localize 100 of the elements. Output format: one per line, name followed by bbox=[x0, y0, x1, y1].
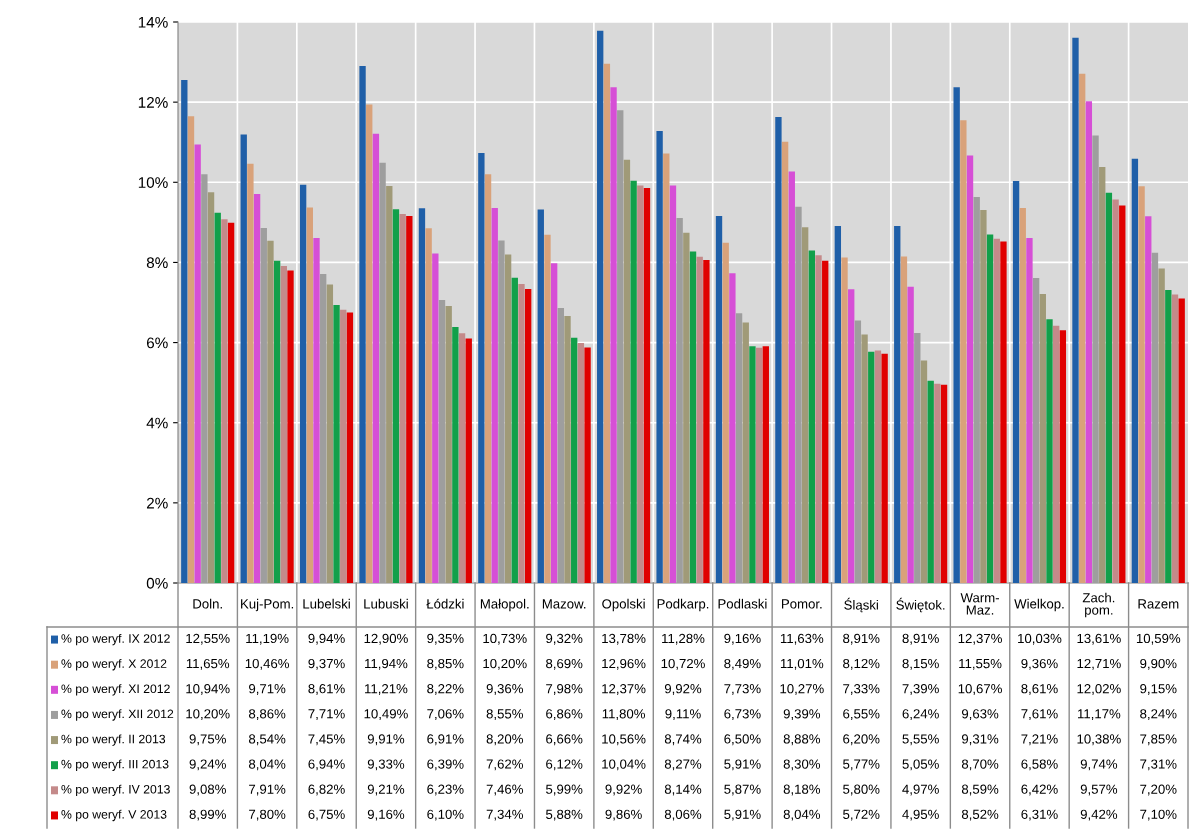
bar bbox=[498, 240, 505, 583]
bar bbox=[907, 286, 914, 583]
bar bbox=[1099, 167, 1106, 583]
data-label: 12,71% bbox=[1077, 658, 1121, 670]
data-label: 7,85% bbox=[1140, 734, 1177, 746]
bar bbox=[841, 257, 848, 583]
bar bbox=[656, 130, 663, 583]
bar bbox=[564, 316, 571, 583]
data-label: 9,33% bbox=[367, 759, 405, 771]
y-tick-label: 10% bbox=[138, 177, 168, 188]
bar bbox=[313, 237, 320, 583]
data-label: 9,92% bbox=[605, 784, 642, 796]
bar bbox=[240, 134, 247, 583]
data-label: 5,80% bbox=[843, 784, 880, 796]
data-label: 11,80% bbox=[602, 709, 646, 721]
data-label: 8,59% bbox=[961, 784, 999, 796]
bar bbox=[207, 192, 215, 583]
data-label: 6,91% bbox=[427, 734, 464, 746]
data-label: 9,71% bbox=[249, 684, 286, 695]
data-label: 9,16% bbox=[367, 809, 405, 821]
data-label: 7,06% bbox=[427, 709, 464, 721]
data-label: 11,01% bbox=[780, 658, 824, 670]
bar bbox=[966, 155, 974, 583]
data-label: 9,86% bbox=[605, 809, 642, 821]
data-label: 8,70% bbox=[961, 759, 999, 771]
bar bbox=[340, 309, 347, 583]
data-label: 9,57% bbox=[1080, 784, 1118, 796]
bar bbox=[1000, 241, 1007, 583]
data-label: 7,39% bbox=[902, 684, 939, 695]
bar bbox=[993, 238, 1000, 583]
bar bbox=[927, 380, 934, 583]
bar bbox=[1092, 135, 1099, 583]
bar bbox=[425, 228, 432, 583]
y-tick-label: 2% bbox=[146, 497, 168, 509]
data-label: 5,91% bbox=[724, 759, 761, 771]
bar bbox=[366, 104, 373, 583]
bar bbox=[973, 197, 980, 583]
bar bbox=[491, 207, 498, 583]
bar bbox=[273, 260, 281, 583]
bar bbox=[359, 66, 366, 583]
x-tick-label: Opolski bbox=[602, 598, 645, 612]
bar bbox=[550, 263, 558, 583]
legend-label: % po weryf. IX 2012 bbox=[61, 633, 170, 646]
bar bbox=[854, 320, 862, 583]
bar bbox=[1105, 192, 1113, 583]
data-label: 9,75% bbox=[189, 734, 226, 746]
y-tick-label: 8% bbox=[146, 257, 168, 269]
data-label: 9,21% bbox=[367, 784, 405, 796]
bar bbox=[781, 141, 789, 583]
data-label: 6,82% bbox=[308, 784, 345, 796]
data-label: 8,30% bbox=[783, 759, 821, 771]
bar bbox=[696, 256, 703, 583]
data-label: 11,94% bbox=[365, 658, 408, 670]
bar bbox=[834, 225, 842, 583]
bar bbox=[194, 144, 201, 583]
data-label: 8,52% bbox=[961, 809, 999, 821]
data-label: 6,73% bbox=[724, 709, 761, 721]
x-tick-label: Łódzki bbox=[426, 598, 464, 609]
bar bbox=[729, 273, 736, 583]
bar bbox=[518, 284, 525, 583]
data-label: 9,94% bbox=[308, 633, 345, 645]
bar bbox=[1032, 278, 1040, 583]
bar bbox=[623, 159, 631, 583]
y-tick-label: 0% bbox=[146, 577, 168, 589]
data-label: 8,85% bbox=[427, 658, 464, 670]
data-label: 9,63% bbox=[961, 709, 999, 721]
data-label: 9,36% bbox=[1021, 658, 1058, 670]
bar bbox=[484, 174, 492, 583]
data-label: 6,94% bbox=[308, 759, 345, 771]
bar bbox=[181, 80, 188, 583]
data-label: 9,35% bbox=[427, 633, 464, 645]
bar bbox=[637, 185, 644, 583]
data-label: 7,62% bbox=[486, 759, 523, 771]
data-label: 9,16% bbox=[724, 633, 761, 645]
data-label: 8,06% bbox=[664, 809, 702, 821]
data-label: 12,02% bbox=[1077, 684, 1121, 695]
data-label: 10,20% bbox=[483, 658, 527, 670]
data-label: 5,91% bbox=[724, 809, 761, 821]
bar bbox=[478, 153, 485, 583]
bar bbox=[881, 353, 888, 583]
bar bbox=[953, 87, 960, 583]
y-tick-label: 6% bbox=[146, 337, 168, 349]
bar bbox=[900, 256, 908, 583]
data-label: 12,37% bbox=[958, 633, 1002, 645]
x-tick-label: Mazow. bbox=[542, 599, 586, 609]
data-label: 4,95% bbox=[902, 809, 939, 821]
bar bbox=[571, 337, 578, 583]
bar bbox=[511, 277, 518, 583]
bar bbox=[227, 222, 235, 583]
bar bbox=[914, 332, 921, 583]
bar bbox=[504, 254, 512, 583]
x-tick-label: Wielkop. bbox=[1014, 598, 1064, 612]
data-label: 10,27% bbox=[780, 684, 824, 695]
data-label: 11,63% bbox=[780, 633, 824, 645]
bar bbox=[617, 110, 624, 583]
data-label: 9,91% bbox=[367, 734, 405, 746]
legend-label: % po weryf. XII 2012 bbox=[61, 709, 174, 721]
data-label: 7,91% bbox=[249, 784, 286, 796]
data-label: 12,55% bbox=[186, 633, 230, 645]
data-label: 13,78% bbox=[602, 633, 646, 645]
